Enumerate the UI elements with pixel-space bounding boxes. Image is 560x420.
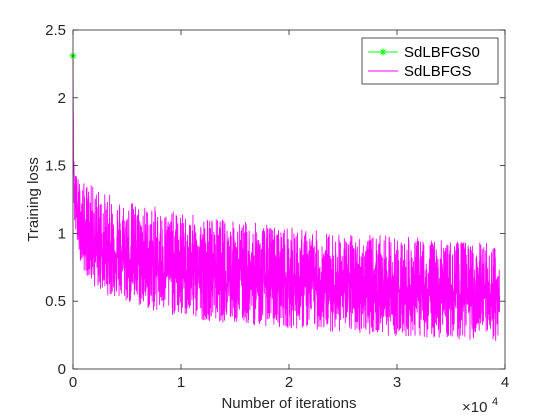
legend: SdLBFGS0 SdLBFGS: [361, 37, 499, 85]
x-tick-label: 2: [285, 374, 293, 391]
legend-sdlbfgs-label: SdLBFGS: [404, 63, 472, 80]
y-axis-label: Training loss: [25, 157, 42, 241]
series-sdlbfgs-line: [73, 57, 501, 341]
y-tick-label: 1.5: [45, 158, 66, 175]
legend-sdlbfgs0-label: SdLBFGS0: [404, 44, 480, 61]
x-tick-label: 3: [393, 374, 401, 391]
axes: 0 1 2 3 4 0 0.5 1 1.5 2 2.5 ×10 4 Number of iteration…: [25, 22, 509, 416]
plot-area: [73, 30, 505, 369]
legend-sdlbfgs0-marker: [379, 48, 387, 56]
y-tick-label: 1: [58, 225, 66, 242]
x-exponent-label: ×10: [462, 399, 487, 416]
y-tick-label: 2.5: [45, 22, 66, 39]
y-tick-label: 2: [58, 90, 66, 107]
x-exponent-power: 4: [492, 396, 498, 408]
y-tick-label: 0: [58, 361, 66, 378]
x-tick-label: 1: [177, 374, 185, 391]
legend-box: [361, 37, 499, 85]
y-tick-label: 0.5: [45, 293, 66, 310]
x-tick-label: 4: [501, 374, 509, 391]
x-tick-label: 0: [69, 374, 77, 391]
x-axis-label: Number of iterations: [221, 395, 356, 412]
